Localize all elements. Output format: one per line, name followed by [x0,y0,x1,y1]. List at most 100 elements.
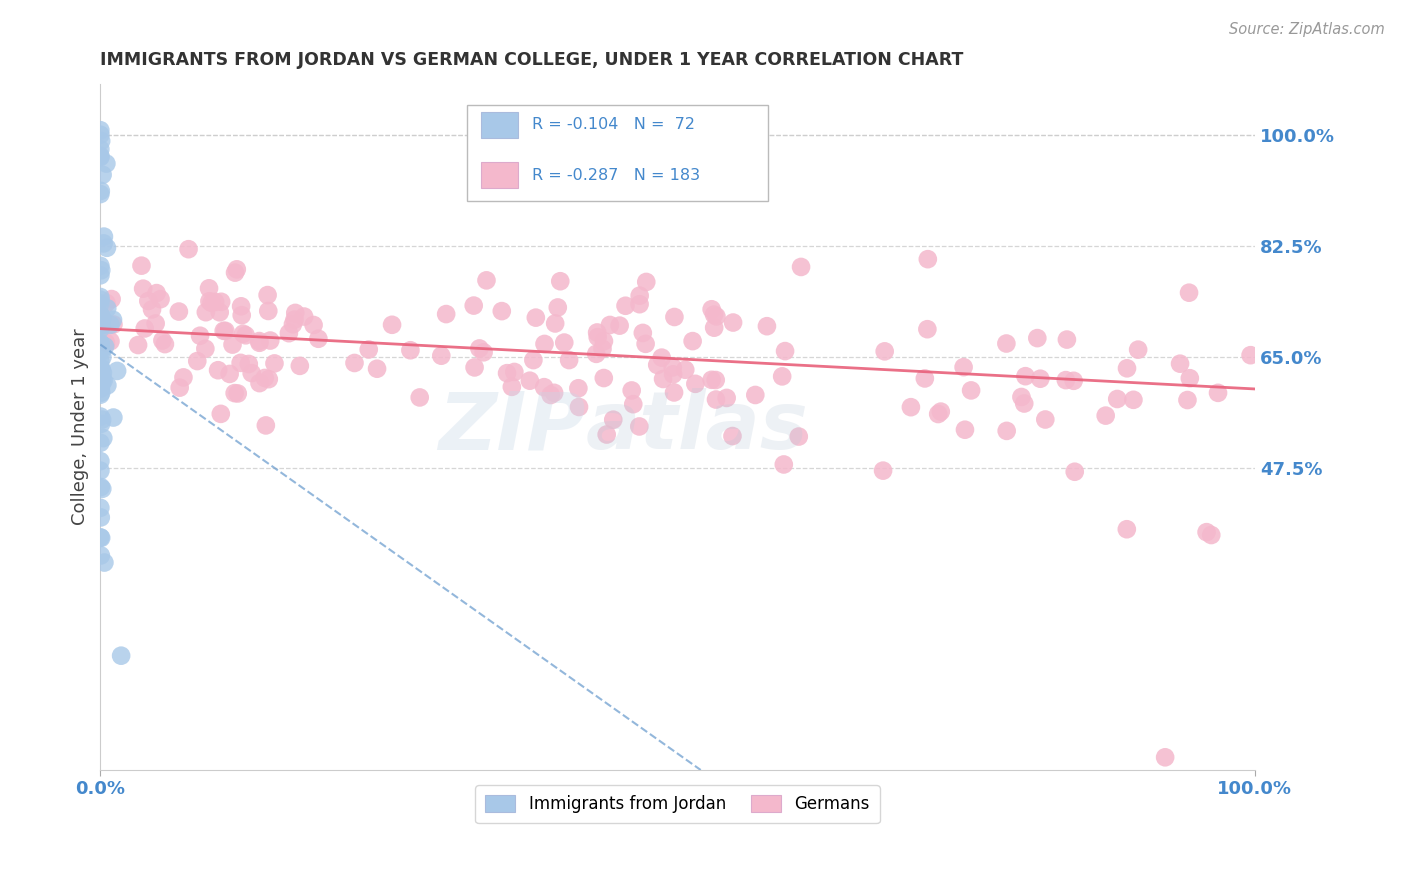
Point [628,288,651,302]
Point [586,330,609,344]
Point [169,381,191,395]
Point [93,236,115,251]
Point [721,316,744,330]
Point [263,356,285,370]
Point [721,429,744,443]
Point [953,423,976,437]
Point [292,310,315,324]
Point [249,335,271,350]
Point [628,297,651,311]
Point [96,378,118,392]
Point [224,266,246,280]
Point [91,351,114,365]
Point [1094,409,1116,423]
Point [90,311,112,326]
Point [381,318,404,332]
Point [90,361,112,376]
Point [91,412,114,426]
Point [90,385,112,400]
Point [704,373,727,387]
Point [152,334,174,348]
Point [307,332,329,346]
Point [1195,525,1218,540]
Point [96,301,118,316]
Point [343,356,366,370]
Point [145,286,167,301]
Point [240,366,263,380]
Point [464,360,486,375]
Point [599,318,621,332]
Point [524,310,547,325]
Point [917,322,939,336]
Point [90,344,112,359]
Point [399,343,422,358]
Point [207,363,229,377]
Point [214,324,236,338]
Point [172,370,194,384]
Point [602,413,624,427]
Point [1122,392,1144,407]
Point [91,366,114,380]
Point [673,363,696,377]
Point [229,356,252,370]
Point [90,378,112,392]
Point [89,296,111,310]
Point [547,301,569,315]
Point [89,293,111,307]
Point [110,648,132,663]
Point [463,299,485,313]
Point [89,464,111,478]
Point [1116,361,1139,376]
Point [1029,372,1052,386]
Point [89,318,111,332]
Point [186,354,208,368]
Point [533,380,555,394]
Point [302,318,325,332]
Point [1033,412,1056,426]
Point [366,361,388,376]
Point [1056,333,1078,347]
Point [89,333,111,347]
Point [226,386,249,401]
Point [706,310,728,324]
Y-axis label: College, Under 1 year: College, Under 1 year [72,328,89,525]
Point [593,334,616,348]
Point [225,262,247,277]
Point [89,142,111,156]
FancyBboxPatch shape [468,104,768,201]
Point [254,418,277,433]
Point [90,318,112,333]
Point [90,337,112,351]
Point [212,324,235,338]
Point [952,360,974,375]
Point [1010,390,1032,404]
Point [89,435,111,450]
Point [134,321,156,335]
Point [631,326,654,340]
Point [281,318,304,332]
Point [651,351,673,365]
Point [229,299,252,313]
Point [755,319,778,334]
Point [567,381,589,395]
Point [89,454,111,468]
Point [790,260,813,274]
Point [558,353,581,368]
Point [927,407,949,421]
Point [91,168,114,182]
Point [93,229,115,244]
Point [770,369,793,384]
Point [472,345,495,359]
Point [209,407,232,421]
Point [1168,357,1191,371]
Point [645,358,668,372]
Point [283,312,305,326]
Point [636,275,658,289]
Point [586,326,609,340]
Legend: Immigrants from Jordan, Germans: Immigrants from Jordan, Germans [475,785,880,823]
Point [90,134,112,148]
Point [100,318,122,332]
Point [900,400,922,414]
Point [194,305,217,319]
Point [503,365,526,379]
